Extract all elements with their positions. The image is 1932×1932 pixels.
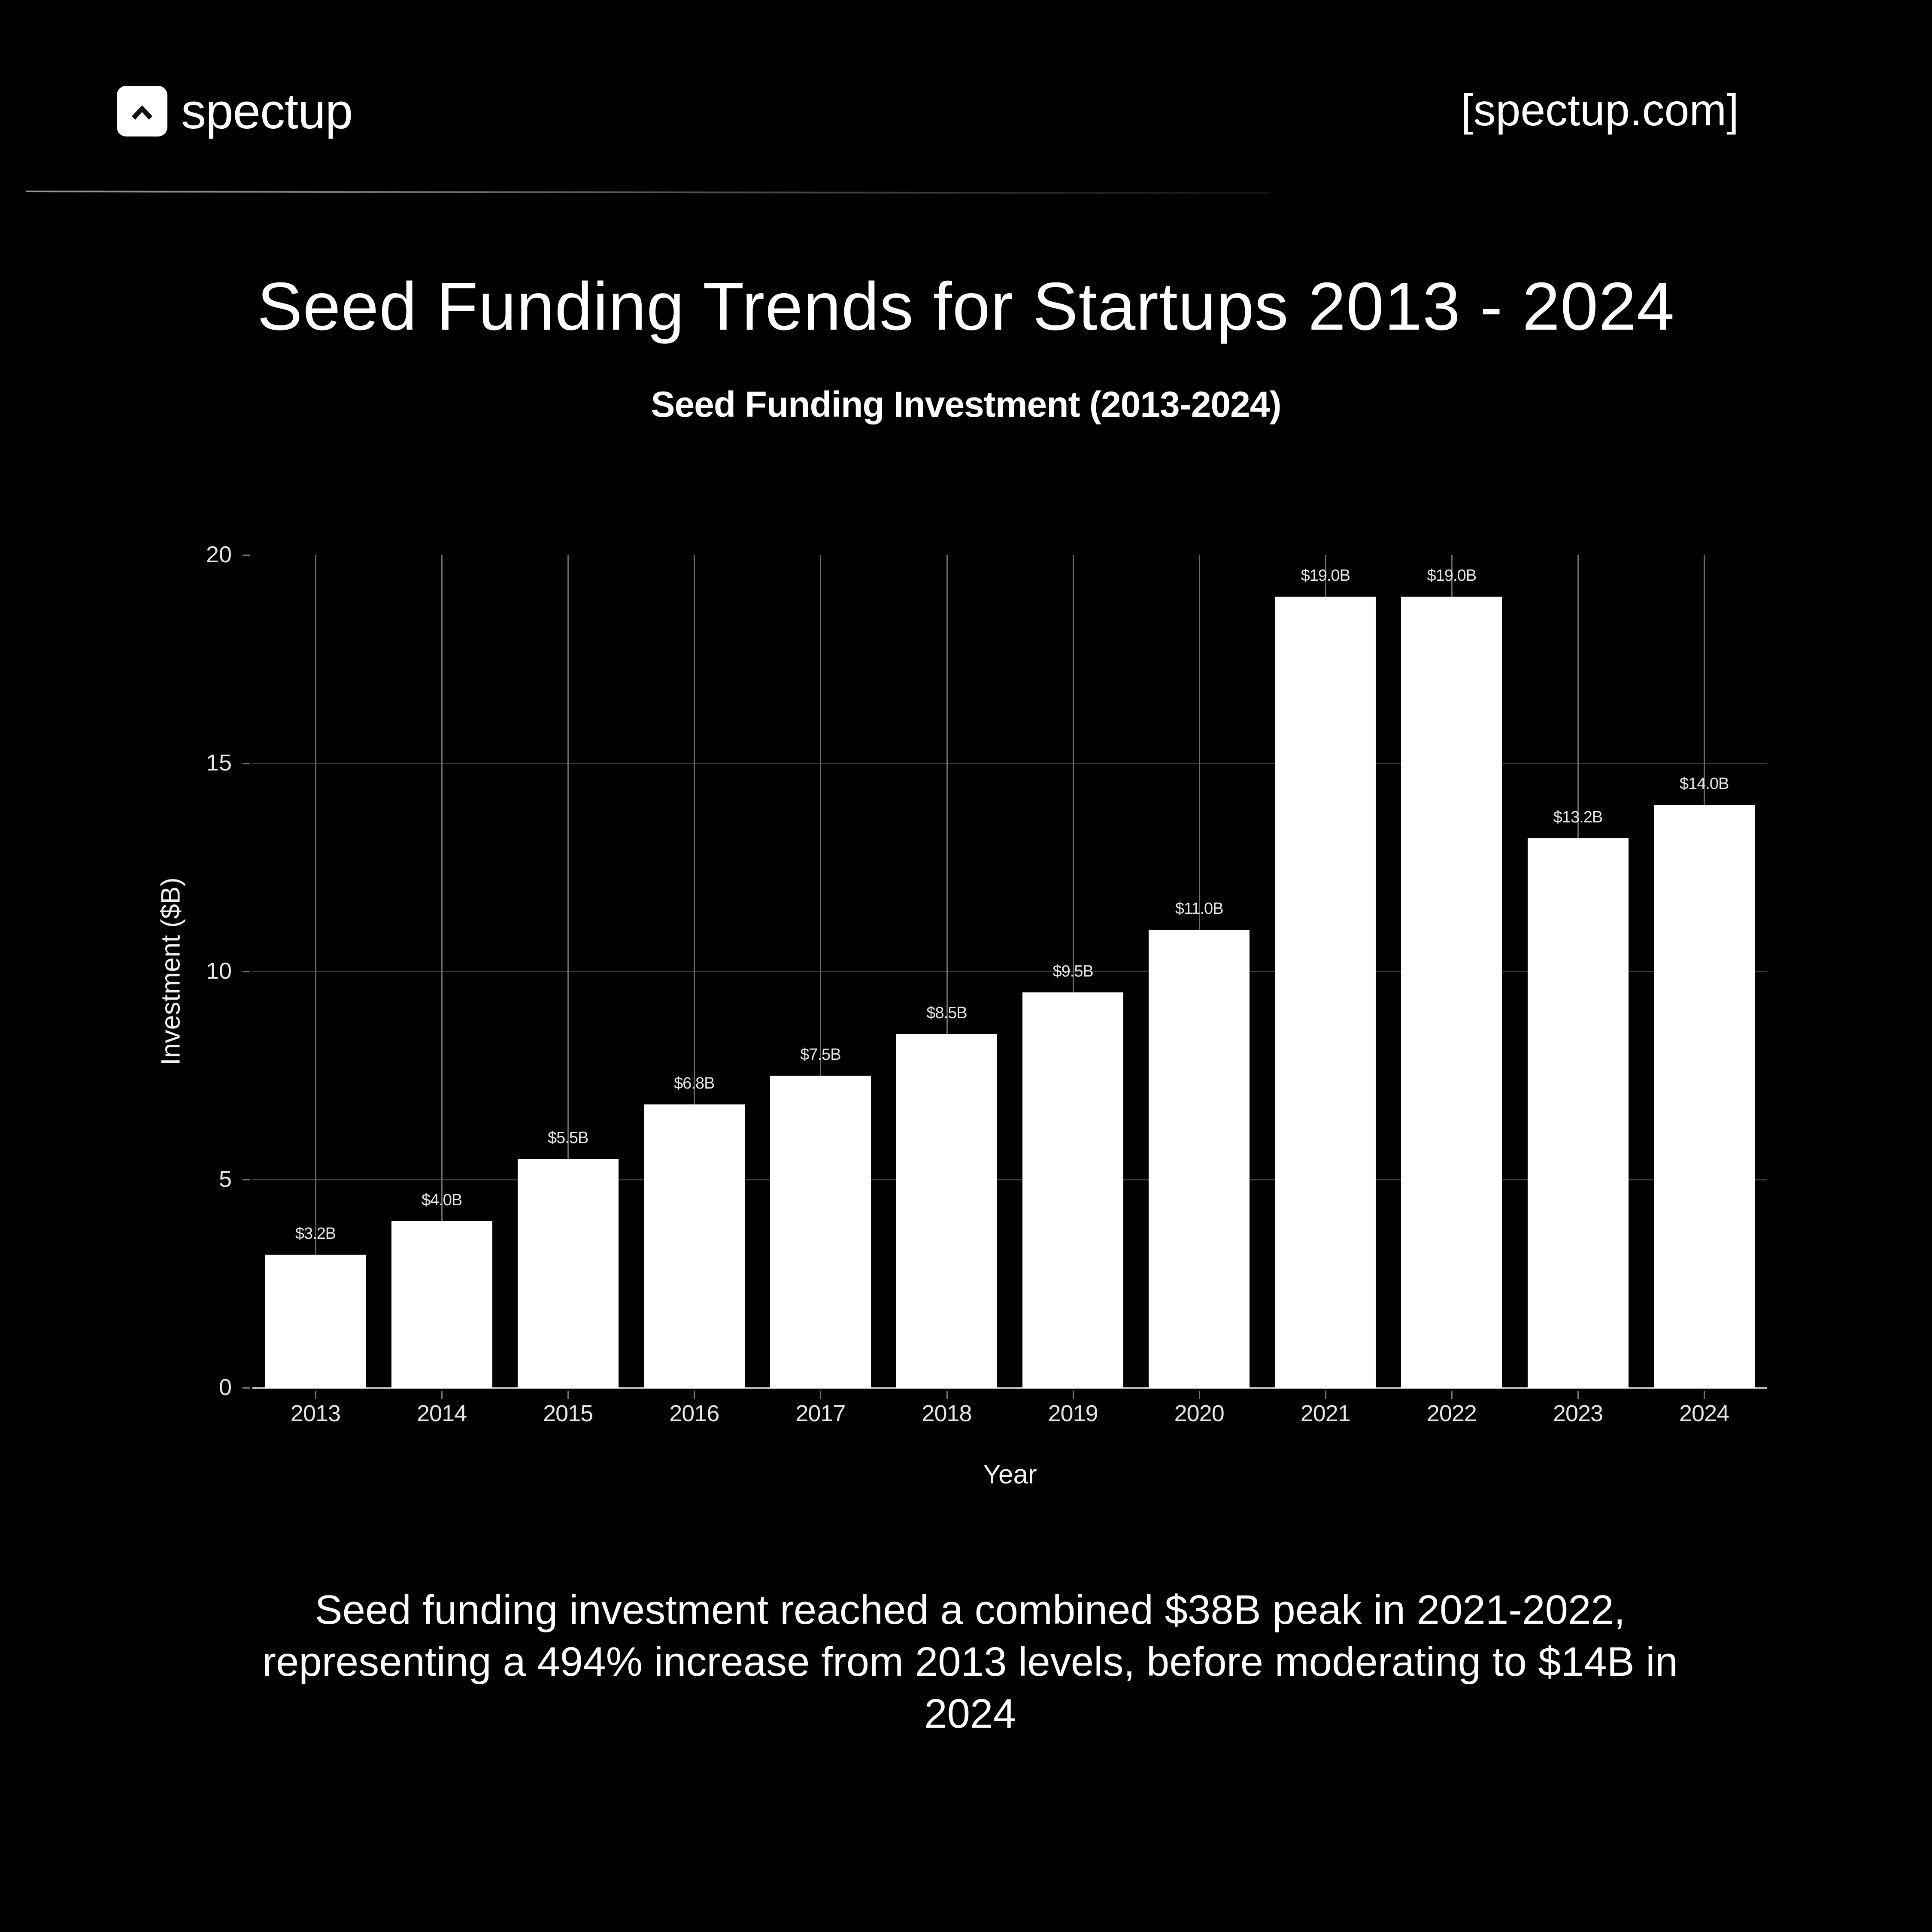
v-gridline: [694, 555, 695, 1388]
h-gridline: [252, 763, 1767, 764]
x-tick-mark: [567, 1391, 569, 1399]
y-tick-mark: [243, 1179, 250, 1180]
bar-2023[interactable]: [1527, 838, 1629, 1388]
bar-2014[interactable]: [391, 1221, 492, 1388]
y-tick-label: 20: [206, 542, 232, 567]
x-tick-mark: [1198, 1391, 1200, 1399]
x-tick-label: 2018: [922, 1401, 972, 1426]
bar-2018[interactable]: [896, 1034, 997, 1388]
bar-value-label: $6.8B: [674, 1074, 715, 1093]
x-tick-mark: [1325, 1391, 1326, 1399]
page-title: Seed Funding Trends for Startups 2013 - …: [257, 269, 1675, 344]
v-gridline: [567, 555, 569, 1388]
bar-value-label: $4.0B: [421, 1191, 462, 1209]
bar-value-label: $3.2B: [295, 1224, 336, 1243]
bar-value-label: $11.0B: [1175, 900, 1224, 918]
x-tick-mark: [1704, 1391, 1705, 1399]
y-tick-mark: [243, 763, 250, 764]
x-tick-label: 2022: [1426, 1401, 1477, 1426]
y-tick-mark: [243, 555, 250, 556]
bar-value-label: $13.2B: [1553, 808, 1603, 826]
brand-name: spectup: [181, 83, 353, 139]
bar-2013[interactable]: [265, 1254, 366, 1388]
x-tick-label: 2021: [1300, 1401, 1351, 1426]
v-gridline: [1072, 555, 1074, 1388]
x-tick-mark: [441, 1391, 443, 1399]
bar-2017[interactable]: [770, 1075, 871, 1388]
y-tick-mark: [243, 971, 250, 972]
x-tick-mark: [694, 1391, 695, 1399]
bar-2020[interactable]: [1149, 930, 1250, 1388]
bar-2021[interactable]: [1275, 597, 1376, 1388]
x-axis-label: Year: [983, 1460, 1037, 1489]
h-gridline: [252, 1179, 1767, 1180]
plot-area: $3.2B $4.0B $5.5B $6.8B $7.5B $8.5B $9.5B $11.0…: [252, 555, 1767, 1389]
bar-2019[interactable]: [1022, 992, 1124, 1388]
v-gridline: [315, 555, 316, 1388]
x-tick-mark: [820, 1391, 822, 1399]
y-tick-label: 15: [206, 750, 232, 776]
x-axis-line: [252, 1387, 1767, 1389]
v-gridline: [441, 555, 443, 1388]
header-divider: [25, 191, 1271, 194]
chevron-up-icon: [117, 86, 167, 136]
x-tick-mark: [1072, 1391, 1074, 1399]
x-tick-label: 2020: [1174, 1401, 1225, 1426]
bar-value-label: $19.0B: [1301, 567, 1350, 585]
x-tick-mark: [1451, 1391, 1453, 1399]
x-tick-label: 2017: [795, 1401, 846, 1426]
x-tick-label: 2016: [669, 1401, 719, 1426]
x-tick-mark: [1577, 1391, 1579, 1399]
y-tick-label: 5: [218, 1166, 232, 1192]
x-tick-label: 2015: [543, 1401, 593, 1426]
bar-value-label: $8.5B: [926, 1004, 967, 1022]
y-tick-label: 10: [206, 958, 232, 984]
bar-2015[interactable]: [517, 1159, 619, 1388]
x-tick-mark: [946, 1391, 948, 1399]
bar-value-label: $19.0B: [1427, 567, 1477, 585]
bar-2016[interactable]: [643, 1104, 745, 1388]
y-tick-mark: [243, 1387, 250, 1389]
h-gridline: [252, 971, 1767, 972]
bar-value-label: $9.5B: [1052, 962, 1093, 980]
bar-value-label: $5.5B: [548, 1128, 588, 1147]
bar-2022[interactable]: [1401, 597, 1502, 1388]
brand-logo[interactable]: spectup: [117, 83, 353, 139]
site-link[interactable]: [spectup.com]: [1461, 85, 1739, 135]
chart-caption: Seed funding investment reached a combin…: [262, 1587, 1678, 1737]
x-tick-label: 2023: [1553, 1401, 1603, 1426]
bar-value-label: $7.5B: [800, 1045, 841, 1064]
x-tick-label: 2019: [1048, 1401, 1098, 1426]
v-gridline: [946, 555, 948, 1388]
y-axis-label: Investment ($B): [156, 877, 186, 1065]
x-tick-label: 2013: [290, 1401, 341, 1426]
bar-value-label: $14.0B: [1679, 775, 1729, 793]
chart-title: Seed Funding Investment (2013-2024): [651, 384, 1281, 425]
x-tick-label: 2014: [417, 1401, 467, 1426]
x-tick-mark: [315, 1391, 316, 1399]
v-gridline: [820, 555, 822, 1388]
y-tick-label: 0: [218, 1374, 232, 1400]
bar-2024[interactable]: [1653, 805, 1755, 1388]
x-tick-label: 2024: [1679, 1401, 1729, 1426]
